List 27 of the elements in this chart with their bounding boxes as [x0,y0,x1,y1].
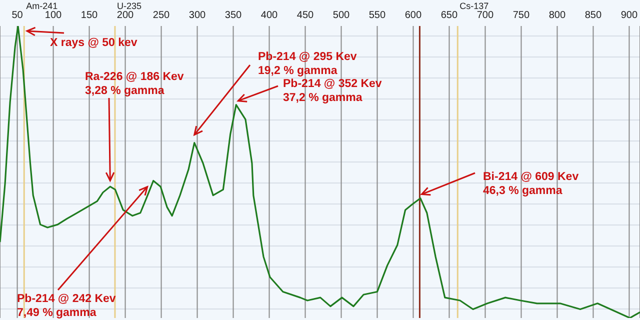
x-tick-label: 600 [404,10,422,21]
annotation: Pb-214 @ 295 Kev 19,2 % gamma [258,51,358,77]
x-tick-label: 150 [80,10,98,21]
x-tick-label: 450 [296,10,314,21]
x-tick-label: 900 [620,10,638,21]
ref-line-label: Am-241 [26,1,58,11]
annotation: Bi-214 @ 609 Kev 46,3 % gamma [483,171,580,197]
x-tick-label: 300 [188,10,206,21]
annotation: Pb-214 @ 242 Kev 7,49 % gamma [17,293,116,319]
x-tick-label: 850 [584,10,602,21]
x-tick-label: 500 [332,10,350,21]
x-tick-label: 50 [12,10,24,21]
x-tick-label: 250 [152,10,170,21]
x-tick-label: 800 [548,10,566,21]
annotation: X rays @ 50 kev [50,37,138,49]
x-tick-label: 400 [260,10,278,21]
x-tick-label: 750 [512,10,530,21]
annotation: Ra-226 @ 186 Kev 3,28 % gamma [85,71,184,97]
x-tick-label: 700 [476,10,494,21]
x-tick-label: 100 [44,10,62,21]
x-tick-label: 350 [224,10,242,21]
x-tick-label: 550 [368,10,386,21]
ref-line-label: U-235 [116,1,142,11]
x-tick-label: 650 [440,10,458,21]
x-tick-label: 200 [116,10,134,21]
annotation: Pb-214 @ 352 Kev 37,2 % gamma [283,78,382,104]
ref-line-label: Cs-137 [460,1,489,11]
